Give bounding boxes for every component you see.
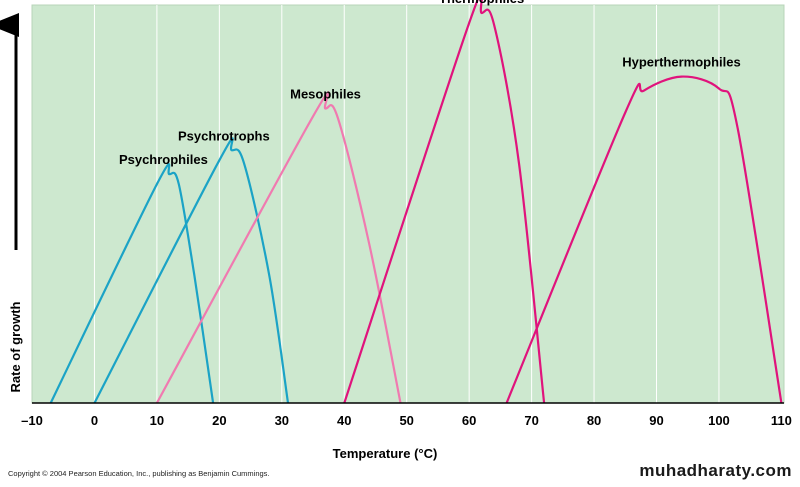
curve-mesophiles <box>155 91 402 404</box>
curve-thermophiles <box>343 0 546 404</box>
y-axis-title: Rate of growth <box>8 301 23 392</box>
x-tick-label: 10 <box>150 413 164 428</box>
x-axis-title: Temperature (°C) <box>333 446 438 461</box>
x-tick-label: 0 <box>91 413 98 428</box>
x-tick-label: 100 <box>708 413 730 428</box>
x-tick-labels: –10 0 10 20 30 40 50 60 70 80 90 100 110 <box>21 413 792 428</box>
x-tick-label: 80 <box>587 413 601 428</box>
x-tick-label: 90 <box>649 413 663 428</box>
growth-curves <box>49 0 783 404</box>
series-label-psychrophiles: Psychrophiles <box>119 152 208 167</box>
watermark: muhadharaty.com <box>639 461 792 480</box>
x-tick-label: 40 <box>337 413 351 428</box>
x-tick-label: 60 <box>462 413 476 428</box>
series-label-psychrotrophs: Psychrotrophs <box>178 128 270 143</box>
curve-hyperthermophiles <box>505 75 783 404</box>
x-tick-label: 20 <box>212 413 226 428</box>
series-label-thermophiles: Thermophiles <box>439 0 524 6</box>
x-tick-label: 110 <box>771 413 792 428</box>
series-labels: Psychrophiles Psychrotrophs Mesophiles Ther… <box>119 0 741 167</box>
series-label-mesophiles: Mesophiles <box>290 86 361 101</box>
gridlines <box>93 5 720 403</box>
series-label-hyperthermophiles: Hyperthermophiles <box>622 55 740 70</box>
copyright-notice: Copyright © 2004 Pearson Education, Inc.… <box>8 469 270 478</box>
x-tick-label: 70 <box>524 413 538 428</box>
x-tick-label: 30 <box>275 413 289 428</box>
curve-psychrophiles <box>49 163 215 404</box>
x-tick-label: –10 <box>21 413 43 428</box>
curve-psychrotrophs <box>93 137 290 404</box>
x-tick-label: 50 <box>399 413 413 428</box>
